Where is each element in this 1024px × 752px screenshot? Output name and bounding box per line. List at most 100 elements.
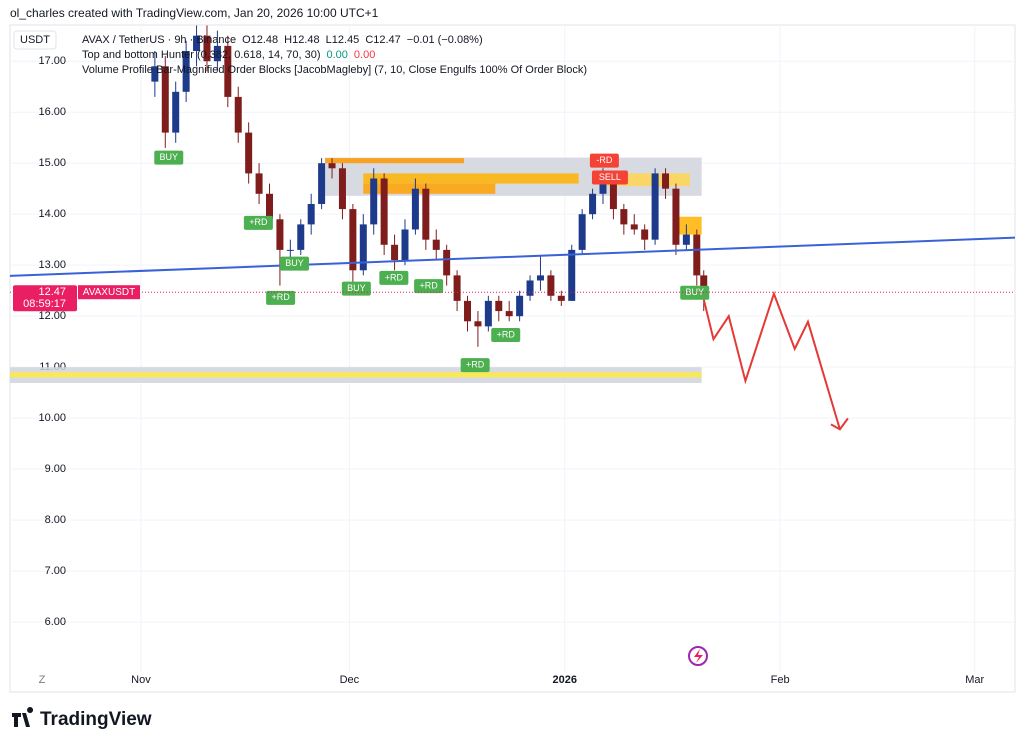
x-tick-label: Feb xyxy=(771,674,790,686)
last-price-box xyxy=(13,285,77,312)
indicator-value: 0.00 xyxy=(327,49,348,61)
candle-body xyxy=(359,224,367,271)
drawn-line xyxy=(9,236,1016,277)
candle-body xyxy=(505,311,513,317)
candle-body xyxy=(651,173,659,240)
candle-body xyxy=(630,224,638,230)
candle-body xyxy=(255,173,263,194)
candle-body xyxy=(526,280,534,296)
candle-body xyxy=(589,193,597,215)
x-tick-label: 2026 xyxy=(553,674,577,686)
x-tick-label: Mar xyxy=(965,674,984,686)
candle-body xyxy=(203,35,211,62)
arrow-head xyxy=(830,417,849,431)
candle-body xyxy=(161,66,169,133)
y-tick-label: 12.00 xyxy=(38,310,66,322)
order-block-zone xyxy=(363,173,579,184)
symbol-tag-box xyxy=(78,285,140,300)
zoom-icon[interactable]: Z xyxy=(39,674,46,686)
candle-body xyxy=(495,300,503,312)
candle-body xyxy=(245,132,253,174)
candle-body xyxy=(693,234,701,276)
candle-body xyxy=(380,178,388,245)
x-tick-label: Dec xyxy=(340,674,360,686)
legend: AVAX / TetherUS · 9h · Binance O12.48 H12.… xyxy=(82,34,587,76)
candle-body xyxy=(318,163,326,204)
candle-body xyxy=(599,178,607,194)
y-tick-label: 17.00 xyxy=(38,55,66,67)
candle-body xyxy=(474,321,482,327)
legend-ohlc: C12.47 xyxy=(365,34,400,46)
y-tick-label: 14.00 xyxy=(38,208,66,220)
signal-label: +RD xyxy=(419,280,438,290)
candle-body xyxy=(151,66,159,82)
signal-box xyxy=(589,153,619,168)
order-block-zone xyxy=(10,372,702,378)
candle-body xyxy=(411,188,419,230)
y-tick-label: 16.00 xyxy=(38,106,66,118)
last-price: 12.47 xyxy=(38,286,66,298)
candle-body xyxy=(641,229,649,240)
candle-body xyxy=(568,249,576,301)
candle-body xyxy=(516,295,524,317)
candle-body xyxy=(557,295,565,301)
signal-label: BUY xyxy=(159,152,178,162)
symbol-tag: AVAXUSDT xyxy=(83,287,135,298)
candle-body xyxy=(672,188,680,245)
signal-label: +RD xyxy=(497,329,516,339)
brand: TradingView xyxy=(40,709,152,730)
signal-box xyxy=(280,256,310,271)
indicator-value: 0.00 xyxy=(354,49,375,61)
candle-body xyxy=(276,219,284,250)
countdown: 08:59:17 xyxy=(23,298,66,310)
signal-box xyxy=(460,358,490,373)
candle-body xyxy=(536,275,544,281)
chart-frame xyxy=(9,24,1016,693)
y-tick-label: 10.00 xyxy=(38,412,66,424)
y-tick-label: 9.00 xyxy=(45,463,66,475)
candle-body xyxy=(443,249,451,276)
lightning-bolt xyxy=(694,649,703,663)
lightning-icon[interactable] xyxy=(688,646,708,666)
candle-body xyxy=(224,45,232,97)
y-tick-label: 15.00 xyxy=(38,157,66,169)
signal-label: BUY xyxy=(347,283,366,293)
y-tick-label: 8.00 xyxy=(45,514,66,526)
candle-body xyxy=(172,91,180,133)
candle-body xyxy=(700,275,708,293)
legend-ohlc: L12.45 xyxy=(326,34,360,46)
indicator-name: Volume Profile Bar-Magnified Order Block… xyxy=(82,64,587,76)
signal-box xyxy=(414,279,444,294)
candle-body xyxy=(609,178,617,210)
legend-row: AVAX / TetherUS · 9h · Binance O12.48 H12.… xyxy=(82,34,483,46)
signal-label: +RD xyxy=(385,272,404,282)
y-tick-label: 13.00 xyxy=(38,259,66,271)
candle-body xyxy=(682,234,690,245)
candle-body xyxy=(182,51,190,92)
signal-label: BUY xyxy=(285,258,304,268)
candle-body xyxy=(349,209,357,271)
signal-label: +RD xyxy=(466,360,485,370)
candle-body xyxy=(328,163,336,169)
candle-body xyxy=(620,209,628,225)
order-block-zone xyxy=(675,216,702,235)
candle-body xyxy=(401,229,409,261)
legend-row: Volume Profile Bar-Magnified Order Block… xyxy=(82,64,587,76)
candle-body xyxy=(286,249,294,251)
candle-body xyxy=(213,45,221,62)
signal-label: -RD xyxy=(596,155,612,165)
candle-body xyxy=(662,173,670,189)
currency-box xyxy=(13,30,57,50)
candle-body xyxy=(307,203,315,225)
candle-body xyxy=(370,178,378,225)
candle-body xyxy=(391,244,399,261)
drawn-line xyxy=(700,290,841,430)
legend-ohlc: O12.48 xyxy=(242,34,278,46)
candle-body xyxy=(193,35,201,52)
signal-box xyxy=(680,285,710,300)
candle-body xyxy=(464,300,472,322)
signal-box xyxy=(154,150,184,165)
signal-label: +RD xyxy=(271,292,290,302)
